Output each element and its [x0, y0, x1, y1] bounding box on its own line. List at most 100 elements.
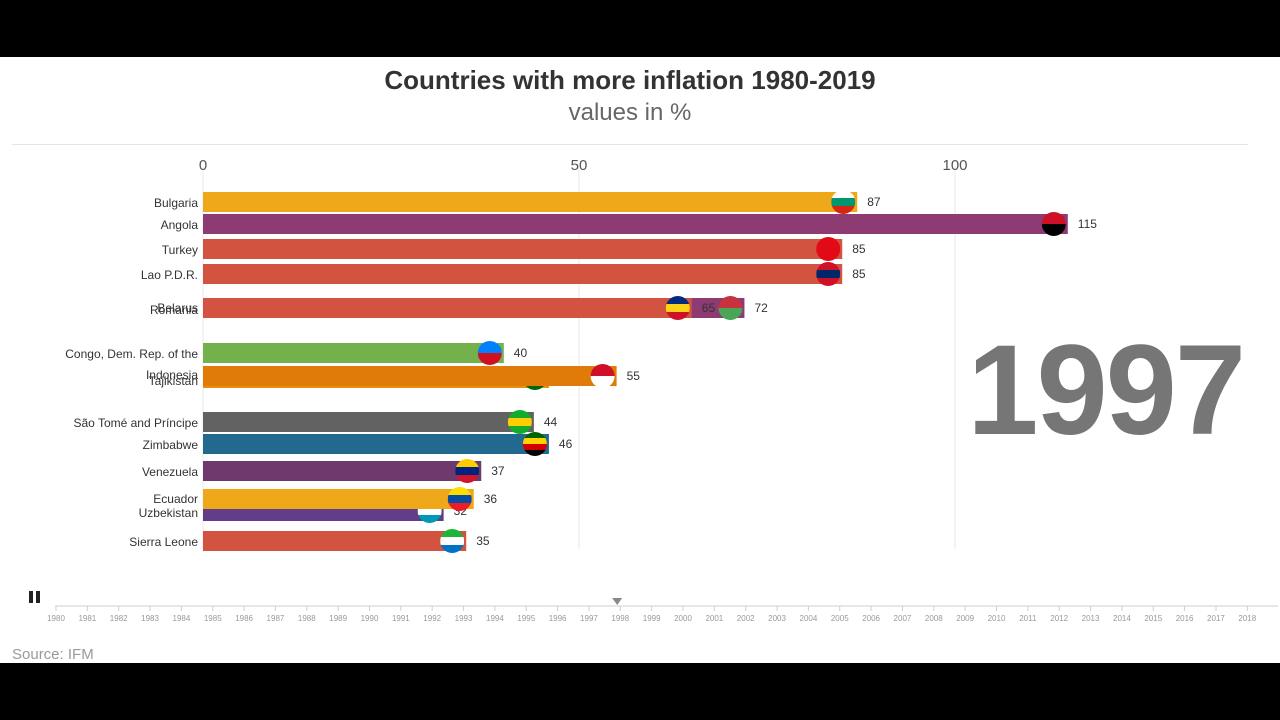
sierra-leone-flag-icon: [440, 529, 465, 553]
timeline-year-2014[interactable]: 2014: [1113, 614, 1131, 623]
timeline-year-1991[interactable]: 1991: [392, 614, 410, 623]
bar-label-10: Zimbabwe: [143, 438, 199, 452]
bar-value-9: 44: [544, 415, 558, 429]
timeline-year-2018[interactable]: 2018: [1238, 614, 1256, 623]
bar-value-5: 65: [702, 301, 716, 315]
bar-label-8: Indonesia: [146, 368, 198, 382]
x-tick-label-50: 50: [571, 157, 588, 174]
timeline-year-1993[interactable]: 1993: [455, 614, 473, 623]
chart-subtitle: values in %: [568, 99, 692, 126]
timeline-year-1980[interactable]: 1980: [47, 614, 65, 623]
belarus-flag-icon: [718, 296, 743, 320]
bar-label-3: Lao P.D.R.: [141, 268, 198, 282]
bar-value-13: 36: [484, 492, 498, 506]
timeline-year-2016[interactable]: 2016: [1176, 614, 1194, 623]
timeline-year-2002[interactable]: 2002: [737, 614, 755, 623]
timeline-year-1999[interactable]: 1999: [643, 614, 661, 623]
timeline-year-1998[interactable]: 1998: [611, 614, 629, 623]
timeline-year-2009[interactable]: 2009: [956, 614, 974, 623]
bar-label-4: Belarus: [157, 301, 198, 315]
timeline-year-2008[interactable]: 2008: [925, 614, 943, 623]
ecuador-flag-icon: [447, 487, 472, 511]
timeline-year-2011[interactable]: 2011: [1019, 614, 1037, 623]
timeline-year-1984[interactable]: 1984: [173, 614, 191, 623]
turkey-flag-icon: [816, 237, 841, 261]
timeline-year-1983[interactable]: 1983: [141, 614, 159, 623]
bar-9: [203, 412, 534, 432]
timeline-year-1995[interactable]: 1995: [517, 614, 535, 623]
venezuela-flag-icon: [455, 459, 480, 483]
bar-value-0: 87: [867, 195, 881, 209]
timeline-year-1987[interactable]: 1987: [267, 614, 285, 623]
indonesia-flag-icon: [590, 364, 615, 388]
bar-label-11: Venezuela: [142, 465, 198, 479]
timeline-year-1988[interactable]: 1988: [298, 614, 316, 623]
timeline-year-2001[interactable]: 2001: [705, 614, 723, 623]
bar-8: [203, 366, 617, 386]
timeline-year-1990[interactable]: 1990: [361, 614, 379, 623]
bar-5: [203, 298, 692, 318]
timeline-year-1986[interactable]: 1986: [235, 614, 253, 623]
pause-button[interactable]: [29, 591, 41, 603]
bar-2: [203, 239, 843, 259]
timeline-year-1982[interactable]: 1982: [110, 614, 128, 623]
timeline-year-2003[interactable]: 2003: [768, 614, 786, 623]
timeline-year-2006[interactable]: 2006: [862, 614, 880, 623]
bar-label-1: Angola: [161, 218, 199, 232]
bar-value-2: 85: [852, 242, 866, 256]
bar-3: [203, 264, 843, 284]
bar-14: [203, 531, 467, 551]
pause-icon-bar: [36, 591, 40, 603]
bulgaria-flag-icon: [831, 190, 856, 214]
bar-label-14: Sierra Leone: [129, 535, 198, 549]
timeline-year-1997[interactable]: 1997: [580, 614, 598, 623]
bar-6: [203, 343, 504, 363]
timeline-year-2012[interactable]: 2012: [1050, 614, 1068, 623]
timeline-year-2004[interactable]: 2004: [800, 614, 818, 623]
bar-label-2: Turkey: [162, 243, 198, 257]
bar-10: [203, 434, 549, 454]
bar-value-14: 35: [476, 534, 490, 548]
angola-flag-icon: [1041, 212, 1066, 236]
bar-label-9: São Tomé and Príncipe: [73, 416, 198, 430]
sao-tome-flag-icon: [507, 410, 532, 434]
bar-1: [203, 214, 1068, 234]
x-tick-label-0: 0: [199, 157, 207, 174]
timeline-year-2010[interactable]: 2010: [988, 614, 1006, 623]
timeline-year-2015[interactable]: 2015: [1144, 614, 1162, 623]
year-counter: 1997: [967, 319, 1246, 462]
timeline-year-2007[interactable]: 2007: [894, 614, 912, 623]
timeline-year-2000[interactable]: 2000: [674, 614, 692, 623]
timeline-year-2017[interactable]: 2017: [1207, 614, 1225, 623]
x-tick-label-100: 100: [942, 157, 967, 174]
timeline-marker[interactable]: [612, 598, 623, 605]
bar-label-6: Congo, Dem. Rep. of the: [65, 347, 198, 361]
timeline-year-2005[interactable]: 2005: [831, 614, 849, 623]
bar-value-6: 40: [514, 346, 528, 360]
romania-flag-icon: [665, 296, 690, 320]
bar-label-7: Tajikistan: [149, 374, 198, 388]
bar-chart: 0 50 100 Bulgaria 87 Angola 115 Turkey 85 Lao P.D…: [47, 157, 1278, 623]
lao-flag-icon: [816, 262, 841, 286]
drc-flag-icon: [477, 341, 502, 365]
timeline-year-1996[interactable]: 1996: [549, 614, 567, 623]
timeline-year-2013[interactable]: 2013: [1082, 614, 1100, 623]
bar-value-4: 72: [754, 301, 768, 315]
bar-label-5: Romania: [150, 303, 198, 317]
chart-frame: Countries with more inflation 1980-2019 …: [0, 57, 1280, 663]
timeline-year-1981[interactable]: 1981: [78, 614, 96, 623]
bar-label-0: Bulgaria: [154, 196, 198, 210]
bar-label-13: Ecuador: [153, 492, 198, 506]
bar-label-12: Uzbekistan: [139, 506, 198, 520]
chart-title: Countries with more inflation 1980-2019: [384, 65, 876, 95]
timeline-year-1989[interactable]: 1989: [329, 614, 347, 623]
bar-value-3: 85: [852, 267, 866, 281]
source-note: Source: IFM: [12, 646, 94, 663]
pause-icon: [29, 591, 33, 603]
timeline-year-1994[interactable]: 1994: [486, 614, 504, 623]
bar-value-8: 55: [627, 369, 641, 383]
timeline-year-1992[interactable]: 1992: [423, 614, 441, 623]
bar-13: [203, 489, 474, 509]
bar-value-11: 37: [491, 464, 505, 478]
timeline-year-1985[interactable]: 1985: [204, 614, 222, 623]
